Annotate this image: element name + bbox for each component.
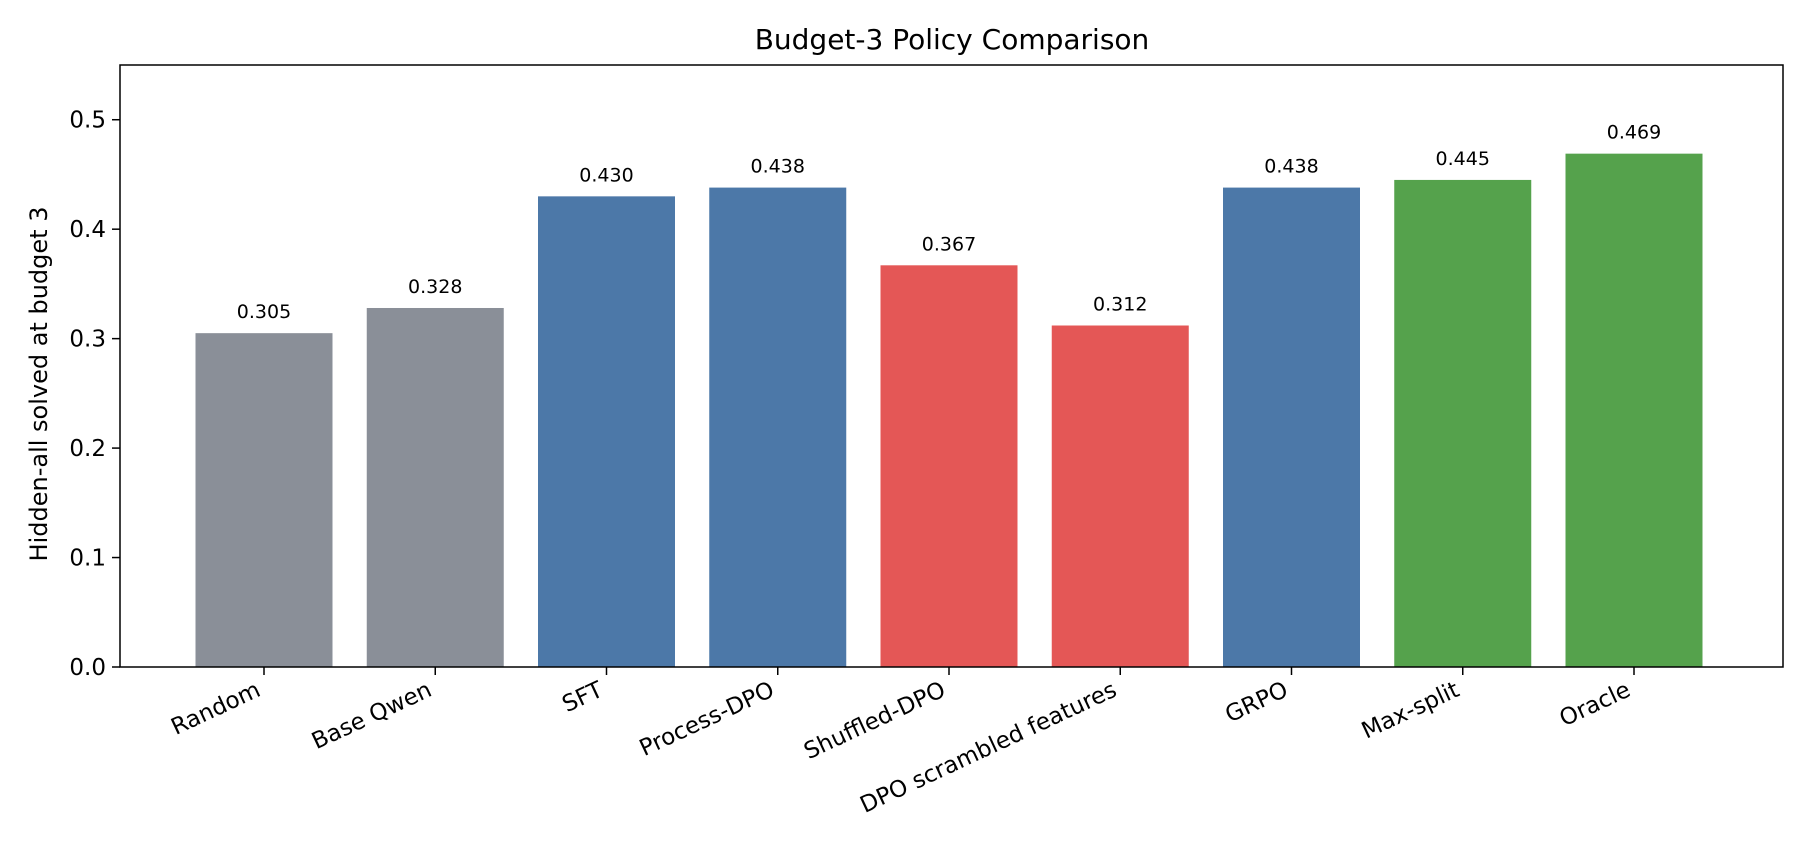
x-tick-label: Process-DPO bbox=[636, 677, 779, 762]
y-tick-label: 0.4 bbox=[69, 217, 106, 243]
bar bbox=[538, 196, 675, 667]
bar bbox=[195, 333, 333, 667]
bar bbox=[366, 307, 504, 667]
y-tick-label: 0.0 bbox=[69, 655, 106, 681]
bar bbox=[1051, 325, 1189, 667]
bar-value-label: 0.430 bbox=[579, 164, 633, 186]
bar-value-label: 0.438 bbox=[1264, 156, 1318, 178]
x-tick-label: Shuffled-DPO bbox=[800, 677, 949, 765]
y-tick-label: 0.2 bbox=[69, 436, 106, 462]
x-tick-label: Base Qwen bbox=[308, 677, 436, 755]
x-tick-label: Max-split bbox=[1358, 677, 1463, 745]
plot-frame bbox=[119, 64, 1784, 668]
chart-title: Budget-3 Policy Comparison bbox=[755, 23, 1150, 56]
bar-value-label: 0.367 bbox=[922, 233, 976, 255]
bar-value-label: 0.445 bbox=[1436, 148, 1490, 170]
x-tick-label: SFT bbox=[558, 676, 607, 717]
y-axis: 0.0 0.1 0.2 0.3 0.4 0.5 bbox=[69, 108, 120, 681]
bar bbox=[1223, 187, 1360, 667]
bar bbox=[1565, 153, 1703, 667]
bar bbox=[880, 265, 1018, 667]
y-tick-label: 0.5 bbox=[69, 108, 106, 134]
x-tick-label: Oracle bbox=[1556, 677, 1635, 732]
bar-value-label: 0.312 bbox=[1093, 294, 1147, 316]
x-axis: Random Base Qwen SFT Process-DPO Shuffled-DP… bbox=[167, 667, 1635, 819]
bar-value-label: 0.305 bbox=[237, 301, 291, 323]
bars-group bbox=[195, 153, 1703, 667]
bar bbox=[1394, 179, 1532, 667]
bar-value-label: 0.328 bbox=[408, 276, 462, 298]
value-labels-group: 0.305 0.328 0.430 0.438 0.367 0.312 0.438 0.445… bbox=[237, 122, 1661, 324]
bar-value-label: 0.438 bbox=[751, 156, 805, 178]
bar-value-label: 0.469 bbox=[1607, 122, 1661, 144]
y-tick-label: 0.1 bbox=[69, 546, 106, 572]
bar bbox=[709, 187, 847, 667]
x-tick-label: Random bbox=[167, 677, 264, 741]
x-tick-label: GRPO bbox=[1221, 677, 1292, 728]
y-tick-label: 0.3 bbox=[69, 327, 106, 353]
y-axis-label: Hidden-all solved at budget 3 bbox=[25, 207, 53, 562]
